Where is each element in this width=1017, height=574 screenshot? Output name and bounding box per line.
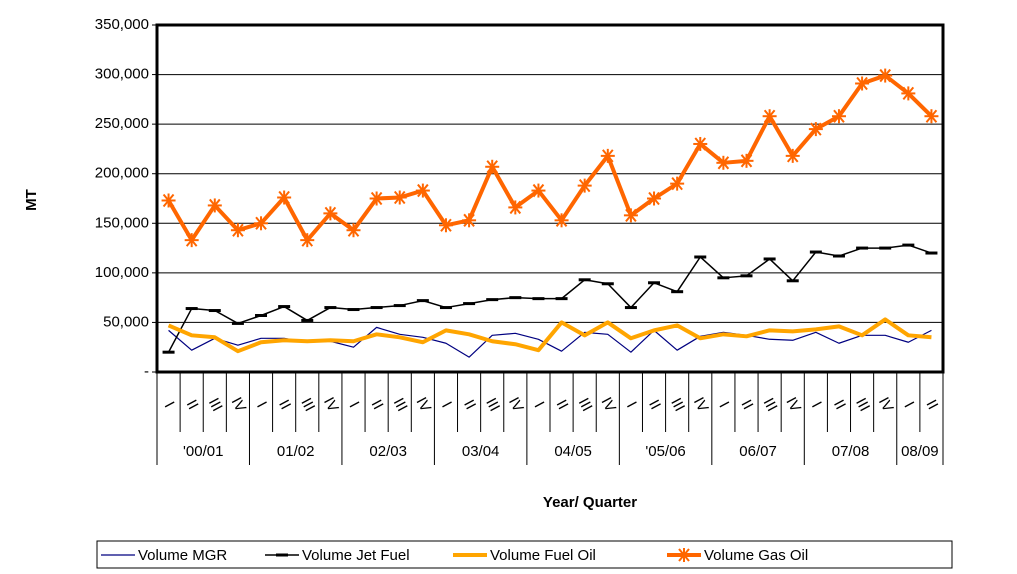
year-label: 01/02 xyxy=(277,443,315,460)
star-marker xyxy=(647,191,662,206)
quarter-label: II xyxy=(830,397,849,412)
year-label: '00/01 xyxy=(183,443,223,460)
star-marker xyxy=(207,198,222,213)
y-tick-label: 200,000 xyxy=(95,165,149,182)
star-marker xyxy=(762,109,777,124)
quarter-label: IV xyxy=(505,394,527,415)
quarter-label: IV xyxy=(597,394,619,415)
quarter-label: IV xyxy=(228,394,250,415)
star-marker xyxy=(369,191,384,206)
quarter-label: I xyxy=(808,399,825,411)
star-marker xyxy=(485,159,500,174)
star-marker xyxy=(300,233,315,248)
quarter-label: II xyxy=(645,397,664,412)
star-marker xyxy=(254,216,269,231)
quarter-label: I xyxy=(253,399,270,411)
quarter-label: III xyxy=(297,395,318,414)
quarter-label: IV xyxy=(320,394,342,415)
quarter-label: III xyxy=(667,395,688,414)
star-marker xyxy=(808,122,823,137)
legend-label: Volume Jet Fuel xyxy=(302,547,410,564)
star-marker xyxy=(346,223,361,238)
star-marker xyxy=(831,109,846,124)
quarter-label: IV xyxy=(875,394,897,415)
quarter-label: I xyxy=(161,399,178,411)
year-label: 07/08 xyxy=(832,443,870,460)
star-marker xyxy=(739,153,754,168)
quarter-label: III xyxy=(390,395,411,414)
quarter-label: II xyxy=(553,397,572,412)
quarter-label: II xyxy=(275,397,294,412)
quarter-label: I xyxy=(438,399,455,411)
quarter-label: III xyxy=(205,395,226,414)
star-marker xyxy=(901,86,916,101)
star-marker xyxy=(878,68,893,83)
x-axis-label: Year/ Quarter xyxy=(543,494,637,511)
star-marker xyxy=(462,213,477,228)
quarter-label: II xyxy=(922,397,941,412)
legend-label: Volume Gas Oil xyxy=(704,547,808,564)
quarter-label: II xyxy=(738,397,757,412)
quarter-label: II xyxy=(183,397,202,412)
y-tick-label: 250,000 xyxy=(95,115,149,132)
year-label: 06/07 xyxy=(739,443,777,460)
star-marker xyxy=(785,148,800,163)
star-marker xyxy=(677,548,691,562)
quarter-label: I xyxy=(345,399,362,411)
star-marker xyxy=(438,218,453,233)
star-marker xyxy=(600,148,615,163)
series-line xyxy=(167,244,932,353)
legend-box xyxy=(96,540,953,569)
star-marker xyxy=(531,183,546,198)
year-label: 03/04 xyxy=(462,443,500,460)
star-marker xyxy=(716,155,731,170)
star-marker xyxy=(161,193,176,208)
plot-frame xyxy=(155,23,945,374)
year-label: 04/05 xyxy=(554,443,592,460)
star-marker xyxy=(392,190,407,205)
series-line xyxy=(167,317,932,354)
quarter-label: III xyxy=(760,395,781,414)
quarter-label: III xyxy=(852,395,873,414)
y-tick-label: 50,000 xyxy=(103,313,149,330)
legend-label: Volume Fuel Oil xyxy=(490,547,596,564)
series-line xyxy=(166,73,933,243)
star-marker xyxy=(323,206,338,221)
star-marker xyxy=(693,136,708,151)
quarter-label: IV xyxy=(690,394,712,415)
star-marker xyxy=(554,213,569,228)
star-marker xyxy=(924,109,939,124)
year-label: 08/09 xyxy=(901,443,939,460)
y-axis-label: MT xyxy=(23,189,40,211)
quarter-label: IV xyxy=(782,394,804,415)
y-tick-label: 350,000 xyxy=(95,16,149,33)
star-marker xyxy=(230,223,245,238)
star-marker xyxy=(184,233,199,248)
star-marker xyxy=(670,176,685,191)
quarter-label: IV xyxy=(412,394,434,415)
year-label: 02/03 xyxy=(369,443,407,460)
quarter-label: I xyxy=(530,399,547,411)
quarter-label: II xyxy=(460,397,479,412)
quarter-label: II xyxy=(368,397,387,412)
quarter-label: I xyxy=(715,399,732,411)
star-marker xyxy=(855,76,870,91)
year-label: '05/06 xyxy=(645,443,685,460)
y-tick-label: - xyxy=(144,363,149,380)
star-marker xyxy=(623,208,638,223)
y-tick-label: 300,000 xyxy=(95,66,149,83)
quarter-label: III xyxy=(575,395,596,414)
y-tick-label: 100,000 xyxy=(95,264,149,281)
legend-label: Volume MGR xyxy=(138,547,227,564)
quarter-label: I xyxy=(900,399,917,411)
y-tick-label: 150,000 xyxy=(95,214,149,231)
star-marker xyxy=(277,190,292,205)
quarter-label: III xyxy=(482,395,503,414)
star-marker xyxy=(508,200,523,215)
star-marker xyxy=(415,183,430,198)
star-marker xyxy=(577,178,592,193)
quarter-label: I xyxy=(623,399,640,411)
